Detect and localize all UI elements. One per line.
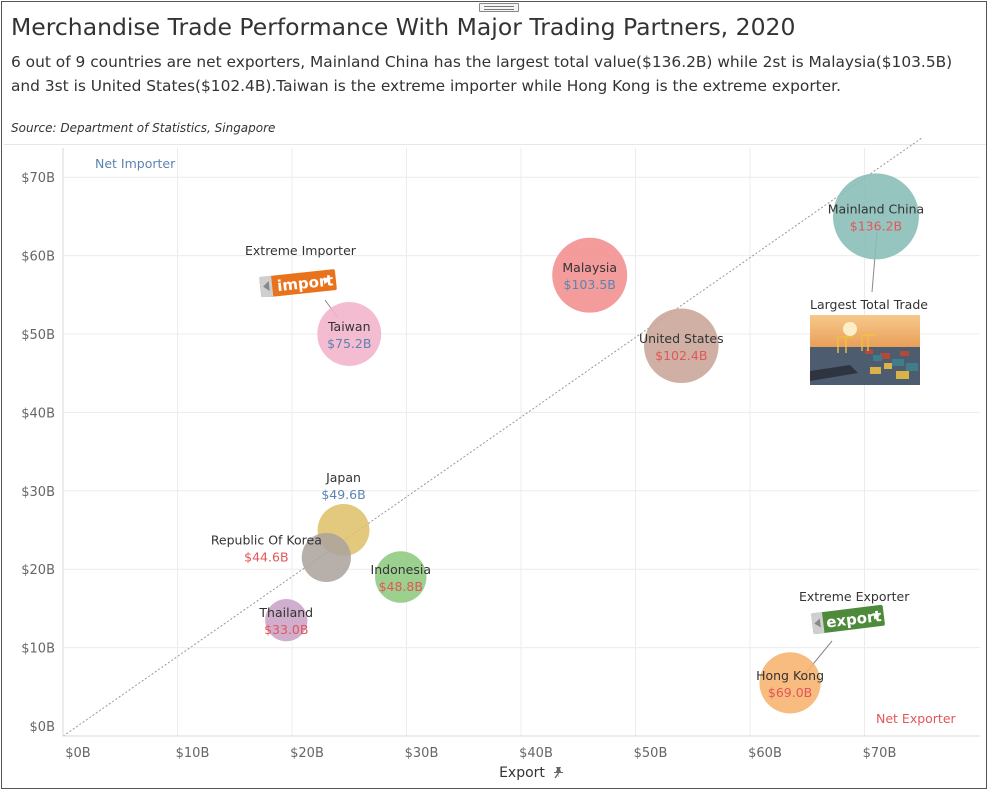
x-axis-title[interactable]: Export — [499, 765, 545, 781]
page-title: Merchandise Trade Performance With Major… — [11, 13, 796, 41]
bubble-value-label: $136.2B — [850, 218, 902, 233]
x-tick-label: $60B — [748, 746, 782, 761]
import-badge-icon: import — [259, 269, 337, 297]
header-divider — [4, 144, 986, 145]
bubble-name-label: Republic Of Korea — [211, 532, 322, 547]
bubble-name-label: Taiwan — [327, 319, 371, 334]
resize-grip[interactable] — [479, 3, 519, 12]
pin-icon[interactable] — [554, 767, 563, 779]
y-tick-label: $0B — [30, 720, 55, 735]
bubble-name-label: Mainland China — [828, 201, 925, 216]
x-tick-label: $20B — [290, 746, 324, 761]
y-tick-label: $70B — [21, 171, 55, 186]
x-tick-label: $10B — [176, 746, 210, 761]
bubble-name-label: United States — [639, 331, 724, 346]
bubble-value-label: $48.8B — [379, 579, 423, 594]
y-tick-label: $40B — [21, 406, 55, 421]
axes: $0B $10B $20B $30B $40B $50B $60B $70B $0B $10B $2… — [21, 148, 980, 761]
y-tick-label: $60B — [21, 250, 55, 265]
source-note: Source: Department of Statistics, Singap… — [11, 121, 276, 135]
y-tick-label: $30B — [21, 485, 55, 500]
x-tick-label: $70B — [863, 746, 897, 761]
bubble-value-label: $103.5B — [564, 277, 616, 292]
net-importer-label: Net Importer — [95, 156, 176, 171]
net-exporter-label: Net Exporter — [876, 711, 957, 726]
bubble-value-label: $75.2B — [327, 336, 371, 351]
bubble-taiwan[interactable] — [317, 302, 382, 366]
shipping-port-image — [810, 315, 920, 385]
bubble-thailand[interactable] — [265, 598, 308, 642]
bubble-value-label: $69.0B — [768, 685, 812, 700]
bubbles — [265, 173, 919, 714]
extreme-importer-label: Extreme Importer — [245, 243, 357, 258]
page-subtitle: 6 out of 9 countries are net exporters, … — [11, 53, 953, 95]
break-even-line — [62, 137, 923, 737]
import-badge-text: import — [276, 271, 334, 295]
bubble-malaysia[interactable] — [552, 237, 628, 313]
y-tick-label: $10B — [21, 642, 55, 657]
export-badge-icon: export — [811, 604, 885, 634]
bubble-value-label: $44.6B — [244, 549, 288, 564]
extreme-exporter-label: Extreme Exporter — [799, 589, 910, 604]
bubble-name-label: Thailand — [258, 605, 313, 620]
x-tick-label: $30B — [405, 746, 439, 761]
bubble-name-label: Malaysia — [562, 260, 617, 275]
bubble-republic-of-korea[interactable] — [301, 532, 351, 583]
bubble-name-label: Hong Kong — [756, 668, 824, 683]
bubble-name-label: Japan — [325, 470, 361, 485]
bubble-value-label: $102.4B — [655, 348, 707, 363]
x-tick-label: $0B — [65, 746, 90, 761]
bubble-labels: Mainland China $136.2B Malaysia $103.5B Unit… — [211, 201, 924, 699]
bubble-mainland-china[interactable] — [832, 173, 919, 260]
y-tick-label: $50B — [21, 328, 55, 343]
x-tick-label: $50B — [634, 746, 668, 761]
bubble-united-states[interactable] — [644, 308, 719, 384]
bubble-hong-kong[interactable] — [759, 652, 821, 714]
x-tick-label: $40B — [519, 746, 553, 761]
bubble-value-label: $33.0B — [264, 622, 308, 637]
largest-total-trade-label: Largest Total Trade — [810, 297, 928, 312]
bubble-value-label: $49.6B — [321, 487, 365, 502]
bubble-name-label: Indonesia — [371, 562, 431, 577]
y-tick-label: $20B — [21, 563, 55, 578]
bubble-indonesia[interactable] — [375, 551, 427, 603]
